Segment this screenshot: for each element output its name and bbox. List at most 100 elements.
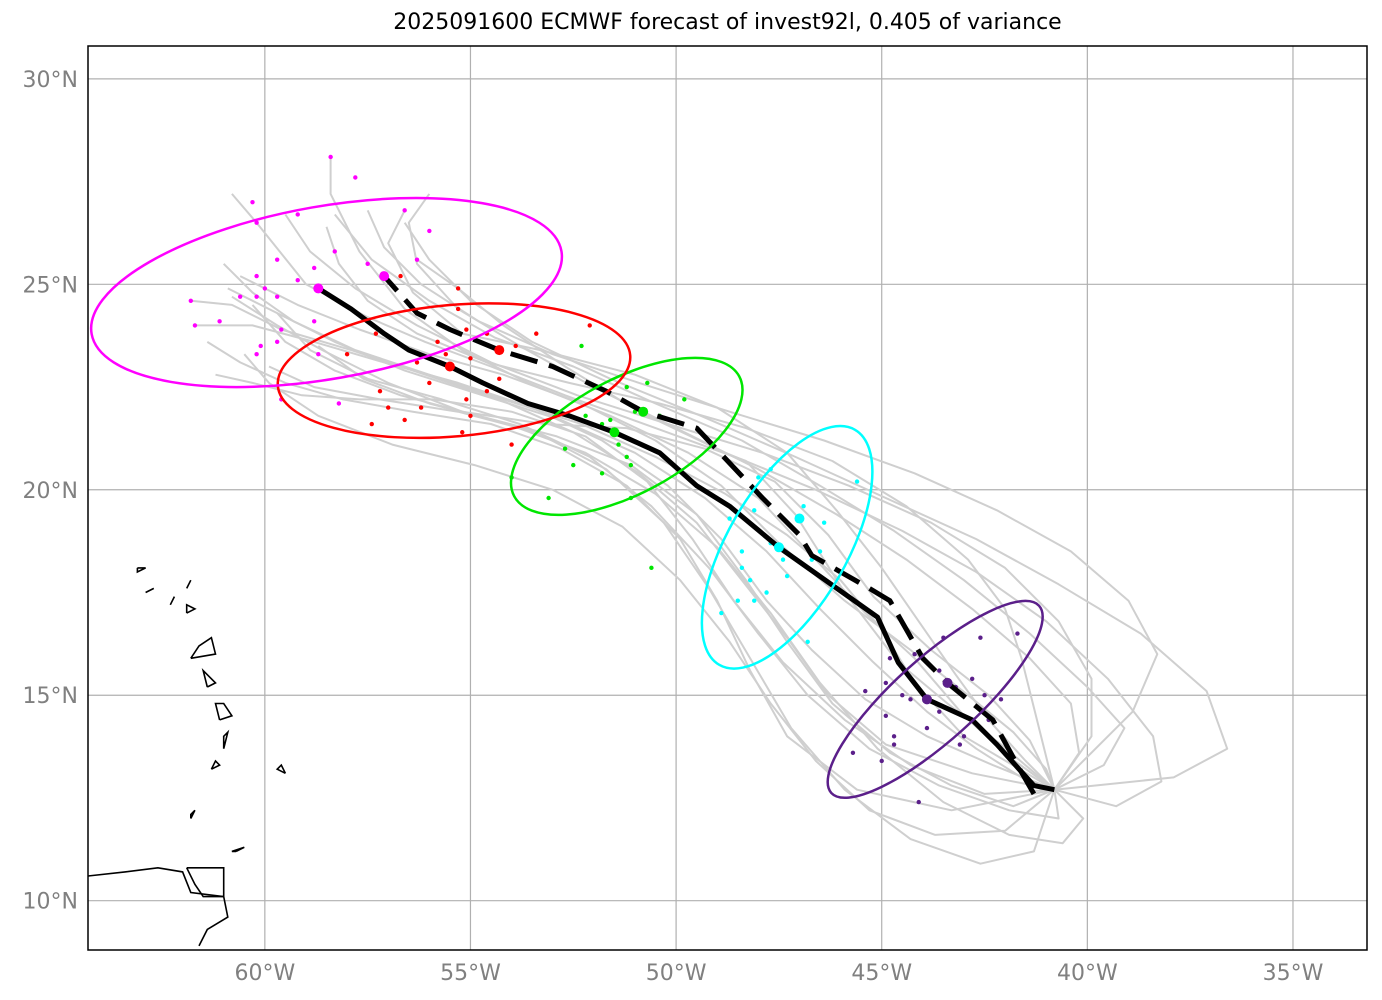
member-dot	[900, 693, 905, 698]
member-dot	[632, 409, 638, 414]
member-dot	[254, 220, 259, 225]
member-track	[194, 324, 1055, 791]
member-dot	[295, 212, 300, 217]
grid-lines	[88, 46, 1367, 950]
member-dot	[250, 199, 255, 205]
member-dot	[978, 635, 983, 640]
coastline	[136, 567, 146, 574]
member-dot	[418, 405, 424, 410]
member-dot	[254, 273, 259, 279]
member-track	[251, 304, 1055, 808]
member-dot	[891, 734, 897, 739]
uncertainty-ellipse	[700, 424, 874, 670]
lat-tick-label: 20°N	[23, 479, 78, 504]
member-track	[227, 287, 1055, 791]
member-dot	[509, 442, 514, 447]
member-track	[317, 345, 1085, 845]
member-dot	[854, 479, 860, 484]
member-dot	[608, 417, 613, 423]
member-dot	[735, 598, 740, 603]
member-track	[215, 373, 1055, 795]
member-dot	[279, 327, 284, 332]
member-dot	[460, 430, 465, 435]
mean-position-marker	[921, 694, 932, 705]
member-dot	[883, 713, 889, 718]
member-dot	[937, 668, 942, 673]
member-dot	[916, 799, 921, 805]
member-track	[190, 299, 1055, 791]
member-dot	[969, 676, 975, 681]
member-track	[416, 258, 1163, 808]
coastline	[201, 667, 217, 688]
member-dot	[464, 397, 469, 402]
member-dot	[924, 725, 930, 731]
member-dot	[784, 573, 790, 579]
member-track	[276, 312, 1060, 820]
lon-tick-label: 40°W	[1057, 961, 1118, 986]
member-dot	[237, 294, 243, 299]
member-track	[222, 263, 1055, 791]
member-dot	[414, 360, 420, 365]
deterministic-position-marker	[942, 677, 953, 688]
coastline	[145, 587, 155, 594]
member-dot	[957, 742, 963, 747]
member-dot	[427, 228, 432, 234]
member-dot	[624, 384, 629, 390]
member-dot	[579, 343, 584, 349]
uncertainty-ellipse	[89, 196, 564, 389]
member-dot	[624, 454, 629, 460]
member-dot	[817, 549, 823, 554]
deterministic-position-marker	[638, 406, 649, 417]
deterministic-track	[382, 274, 1037, 796]
lon-tick-label: 35°W	[1263, 961, 1324, 986]
member-dot	[328, 154, 333, 160]
member-dot	[756, 475, 761, 480]
member-dot	[883, 680, 889, 686]
member-dot	[443, 351, 448, 357]
member-dot	[274, 294, 280, 299]
member-dot	[587, 323, 592, 328]
member-track	[366, 209, 1159, 791]
lon-tick-label: 45°W	[851, 961, 912, 986]
member-dot	[752, 598, 757, 603]
lon-tick-label: 50°W	[646, 961, 707, 986]
member-dot	[887, 656, 893, 661]
main-tracks	[316, 274, 1055, 796]
member-dot	[805, 639, 810, 645]
member-dot	[908, 697, 913, 702]
member-dot	[254, 294, 259, 299]
coastline	[185, 579, 192, 589]
member-dot	[497, 376, 502, 382]
member-track	[231, 295, 1056, 791]
member-dot	[599, 471, 605, 476]
member-position-dots	[188, 154, 1020, 805]
lon-tick-label: 60°W	[234, 961, 295, 986]
member-dot	[583, 413, 588, 419]
member-dot	[254, 351, 259, 357]
member-dot	[879, 758, 884, 764]
member-dot	[546, 495, 551, 501]
member-dot	[649, 565, 654, 571]
member-track	[325, 226, 1056, 790]
deterministic-position-marker	[494, 345, 505, 356]
member-dot	[455, 286, 461, 291]
coastline	[190, 809, 196, 819]
member-dot	[373, 331, 379, 336]
member-track	[268, 365, 1056, 865]
member-dot	[398, 273, 403, 279]
member-dot	[316, 351, 321, 357]
member-track	[334, 213, 1126, 791]
member-dot	[719, 610, 724, 616]
member-track	[239, 275, 1056, 791]
member-track	[329, 156, 1055, 791]
coastline	[190, 636, 217, 660]
member-dot	[353, 175, 358, 180]
member-dot	[274, 257, 280, 262]
mean-position-marker	[444, 361, 455, 372]
member-dot	[682, 397, 687, 402]
member-dot	[468, 356, 473, 361]
uncertainty-ellipses	[89, 196, 1044, 800]
member-track	[243, 353, 1056, 836]
ensemble-mean-track	[316, 286, 1055, 793]
